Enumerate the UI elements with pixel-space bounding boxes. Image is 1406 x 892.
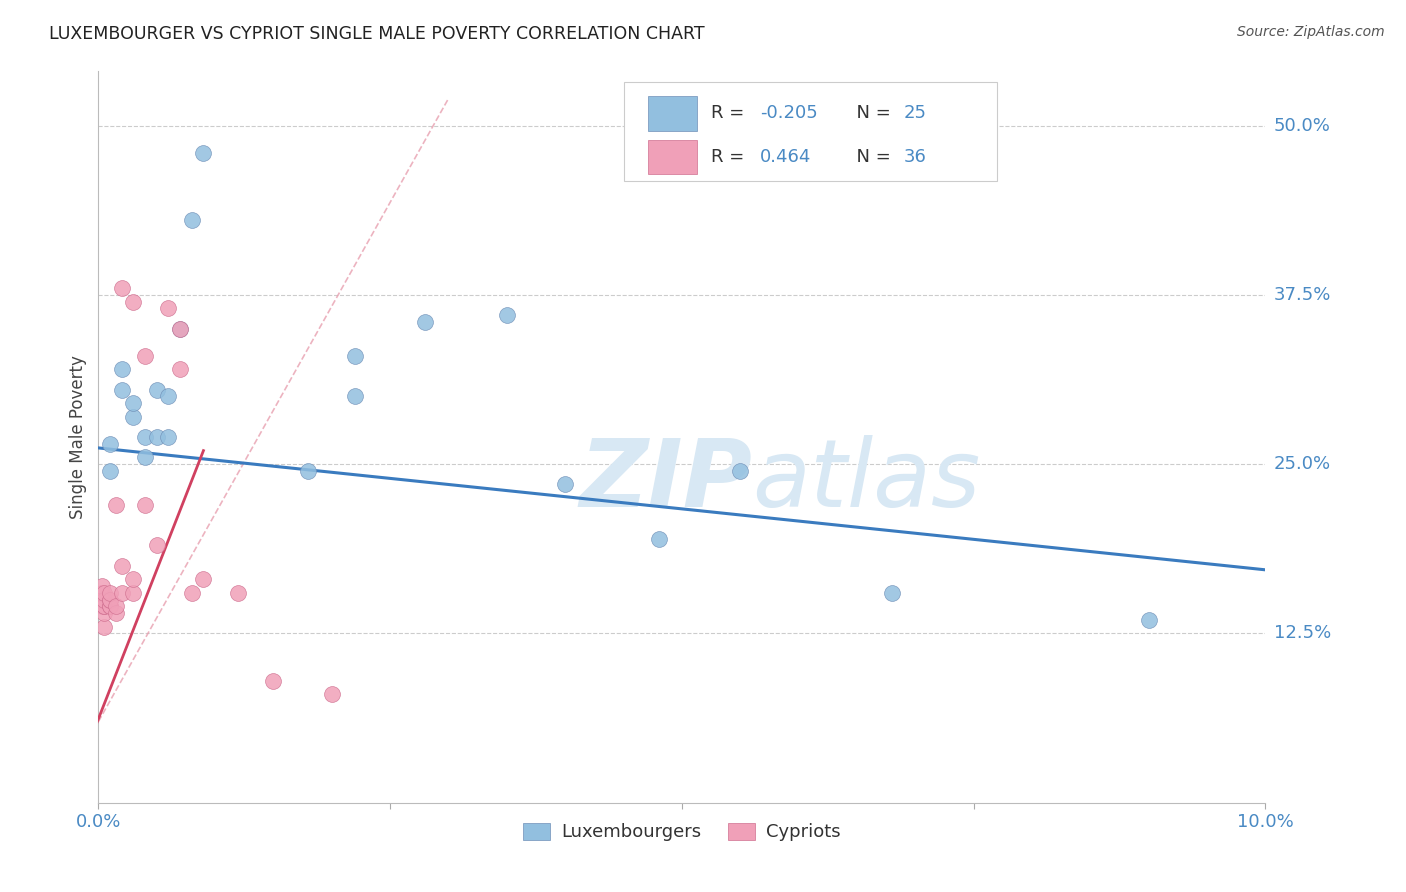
Point xyxy=(157,301,180,316)
Point xyxy=(98,592,121,607)
Point xyxy=(98,437,121,451)
Point xyxy=(93,620,115,634)
Point xyxy=(880,586,903,600)
Text: N =: N = xyxy=(845,148,897,166)
Point xyxy=(93,599,115,614)
Point xyxy=(1137,613,1160,627)
Point xyxy=(104,599,127,614)
Text: ZIP: ZIP xyxy=(579,435,752,527)
Text: 0.464: 0.464 xyxy=(761,148,811,166)
Point xyxy=(122,294,145,309)
Point xyxy=(93,586,115,600)
Text: 50.0%: 50.0% xyxy=(1274,117,1330,135)
Point xyxy=(157,430,180,444)
Point xyxy=(193,145,215,160)
Text: -0.205: -0.205 xyxy=(761,104,818,122)
Point xyxy=(122,396,145,410)
FancyBboxPatch shape xyxy=(624,82,997,181)
Point xyxy=(90,586,112,600)
Point xyxy=(413,315,436,329)
Point xyxy=(111,558,134,573)
Point xyxy=(321,688,343,702)
Point xyxy=(104,606,127,620)
Text: 25.0%: 25.0% xyxy=(1274,455,1331,473)
Point xyxy=(180,586,202,600)
Point xyxy=(111,362,134,376)
Point xyxy=(93,606,115,620)
Point xyxy=(90,599,112,614)
Point xyxy=(344,389,367,403)
Point xyxy=(193,572,215,586)
Point xyxy=(647,532,669,546)
Point xyxy=(134,450,156,465)
Y-axis label: Single Male Poverty: Single Male Poverty xyxy=(69,355,87,519)
Point xyxy=(169,322,191,336)
Point xyxy=(134,430,156,444)
FancyBboxPatch shape xyxy=(648,96,697,130)
Point xyxy=(111,383,134,397)
Point xyxy=(111,281,134,295)
Point xyxy=(93,599,115,614)
Text: R =: R = xyxy=(711,104,749,122)
Point xyxy=(122,572,145,586)
Point xyxy=(146,383,169,397)
Point xyxy=(122,586,145,600)
Point xyxy=(169,322,191,336)
Point xyxy=(111,586,134,600)
Text: 25: 25 xyxy=(904,104,927,122)
Point xyxy=(93,592,115,607)
Point xyxy=(169,362,191,376)
Text: R =: R = xyxy=(711,148,756,166)
Point xyxy=(134,498,156,512)
Point xyxy=(98,464,121,478)
Point xyxy=(98,599,121,614)
FancyBboxPatch shape xyxy=(648,140,697,175)
Point xyxy=(146,430,169,444)
Point xyxy=(104,498,127,512)
Point xyxy=(90,586,112,600)
Point xyxy=(157,389,180,403)
Point xyxy=(496,308,519,322)
Point xyxy=(98,592,121,607)
Point xyxy=(98,586,121,600)
Point xyxy=(180,213,202,227)
Text: Source: ZipAtlas.com: Source: ZipAtlas.com xyxy=(1237,25,1385,39)
Point xyxy=(90,579,112,593)
Text: N =: N = xyxy=(845,104,897,122)
Point xyxy=(297,464,319,478)
Point xyxy=(344,349,367,363)
Point xyxy=(134,349,156,363)
Text: atlas: atlas xyxy=(752,435,980,526)
Point xyxy=(146,538,169,552)
Legend: Luxembourgers, Cypriots: Luxembourgers, Cypriots xyxy=(516,815,848,848)
Point xyxy=(554,477,576,491)
Point xyxy=(122,409,145,424)
Point xyxy=(90,592,112,607)
Point xyxy=(98,599,121,614)
Text: LUXEMBOURGER VS CYPRIOT SINGLE MALE POVERTY CORRELATION CHART: LUXEMBOURGER VS CYPRIOT SINGLE MALE POVE… xyxy=(49,25,704,43)
Text: 12.5%: 12.5% xyxy=(1274,624,1331,642)
Point xyxy=(262,673,284,688)
Text: 36: 36 xyxy=(904,148,927,166)
Point xyxy=(730,464,752,478)
Point xyxy=(228,586,250,600)
Text: 37.5%: 37.5% xyxy=(1274,285,1331,304)
